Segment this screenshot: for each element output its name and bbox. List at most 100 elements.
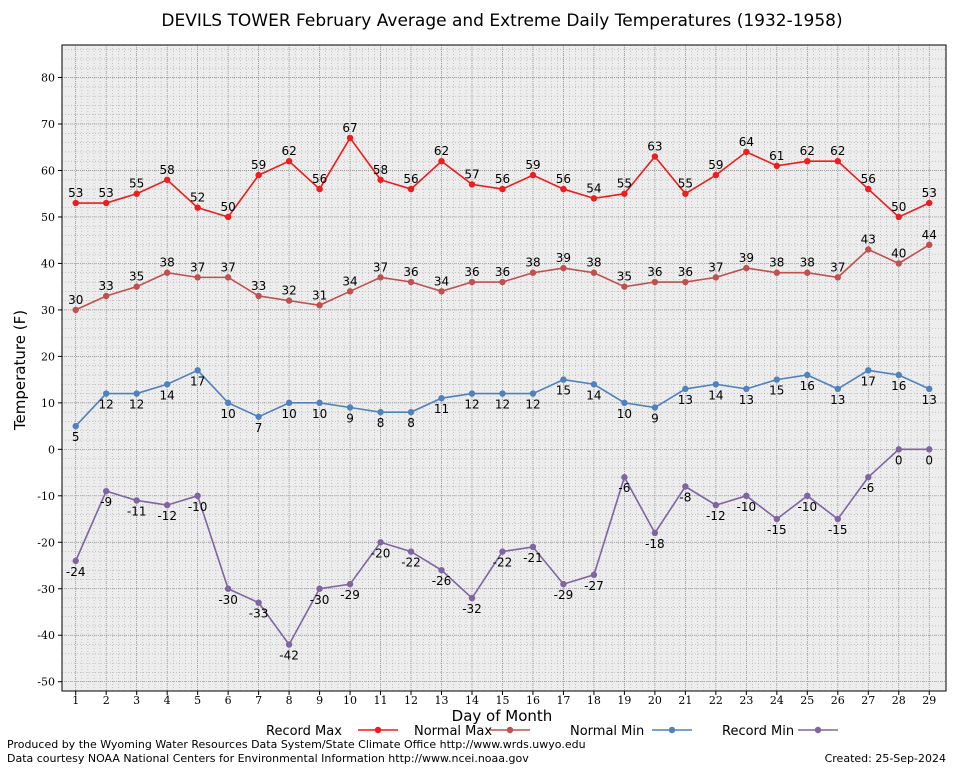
data-label-record-max: 56 bbox=[861, 172, 876, 186]
data-label-normal-max: 38 bbox=[160, 256, 175, 270]
data-point-record-max bbox=[926, 199, 933, 207]
major-grid bbox=[62, 45, 946, 691]
data-point-normal-max bbox=[682, 278, 689, 286]
data-point-normal-max bbox=[865, 246, 872, 253]
data-point-record-max bbox=[560, 185, 567, 193]
data-point-normal-min bbox=[743, 385, 750, 393]
data-label-record-min: -32 bbox=[462, 602, 482, 616]
data-label-normal-min: 17 bbox=[861, 374, 876, 388]
y-axis-title: Temperature (F) bbox=[11, 310, 29, 431]
data-point-record-max bbox=[103, 199, 110, 207]
data-label-record-max: 62 bbox=[800, 144, 815, 158]
x-tick-label: 8 bbox=[286, 694, 293, 707]
x-tick-label: 15 bbox=[495, 694, 509, 707]
data-point-normal-min bbox=[194, 367, 201, 374]
data-label-normal-max: 37 bbox=[373, 260, 388, 274]
x-tick-label: 20 bbox=[648, 694, 662, 707]
legend-marker-record-min bbox=[814, 726, 822, 734]
data-label-normal-max: 37 bbox=[220, 260, 235, 274]
data-label-normal-min: 10 bbox=[220, 407, 235, 421]
x-tick-label: 24 bbox=[770, 694, 784, 707]
data-point-record-max bbox=[682, 190, 689, 197]
data-point-normal-min bbox=[804, 371, 811, 379]
data-label-record-max: 63 bbox=[647, 140, 662, 154]
data-label-record-max: 58 bbox=[373, 163, 388, 177]
data-label-normal-max: 30 bbox=[68, 293, 83, 307]
data-point-record-max bbox=[529, 171, 537, 179]
data-label-record-min: -29 bbox=[554, 588, 574, 602]
y-tick-label: 70 bbox=[41, 118, 55, 131]
data-point-record-min bbox=[194, 492, 201, 500]
data-label-normal-min: 13 bbox=[830, 393, 845, 407]
data-label-normal-min: 10 bbox=[281, 407, 296, 421]
x-tick-label: 22 bbox=[709, 694, 723, 707]
x-tick-label: 16 bbox=[526, 694, 540, 707]
data-point-record-min bbox=[499, 548, 506, 555]
data-label-normal-max: 33 bbox=[251, 279, 266, 293]
data-point-record-max bbox=[285, 157, 293, 165]
data-point-normal-max bbox=[438, 288, 445, 295]
data-point-normal-min bbox=[926, 385, 933, 393]
data-label-normal-max: 38 bbox=[769, 256, 784, 270]
data-point-record-min bbox=[346, 580, 354, 588]
data-label-normal-max: 36 bbox=[678, 265, 693, 279]
data-label-record-min: -21 bbox=[523, 551, 543, 565]
x-tick-label: 27 bbox=[861, 694, 875, 707]
data-label-record-max: 53 bbox=[99, 186, 114, 200]
data-label-record-min: -18 bbox=[645, 537, 665, 551]
data-point-normal-max bbox=[377, 274, 384, 281]
x-tick-label: 6 bbox=[225, 694, 232, 707]
data-label-record-min: -15 bbox=[767, 523, 787, 537]
legend-label-normal-max: Normal Max bbox=[414, 724, 492, 739]
data-label-normal-max: 31 bbox=[312, 288, 327, 302]
data-point-normal-max bbox=[712, 274, 720, 281]
data-point-record-min bbox=[377, 539, 384, 546]
plot-frame bbox=[61, 44, 947, 692]
data-label-record-max: 54 bbox=[586, 181, 601, 195]
x-tick-label: 17 bbox=[556, 694, 570, 707]
data-point-record-max bbox=[468, 181, 476, 188]
y-tick-label: 20 bbox=[41, 350, 55, 363]
x-tick-label: 9 bbox=[316, 694, 323, 707]
x-tick-label: 2 bbox=[103, 694, 110, 707]
x-tick-label: 5 bbox=[194, 694, 201, 707]
data-point-record-min bbox=[407, 548, 415, 555]
data-label-record-min: -22 bbox=[493, 556, 513, 570]
data-point-normal-min bbox=[133, 390, 140, 397]
data-point-record-min bbox=[163, 501, 171, 509]
data-label-record-min: -9 bbox=[100, 495, 112, 509]
x-tick-label: 11 bbox=[374, 694, 388, 707]
plot-area bbox=[62, 45, 946, 691]
data-label-normal-min: 12 bbox=[129, 398, 144, 412]
data-label-record-min: -33 bbox=[249, 607, 269, 621]
x-tick-label: 21 bbox=[678, 694, 692, 707]
data-point-normal-max bbox=[499, 278, 506, 286]
y-tick-label: 60 bbox=[41, 164, 55, 177]
y-tick-label: 30 bbox=[41, 304, 55, 317]
data-label-record-max: 56 bbox=[495, 172, 510, 186]
legend-label-normal-min: Normal Min bbox=[570, 724, 644, 739]
data-label-normal-min: 14 bbox=[586, 388, 601, 402]
data-label-record-min: -11 bbox=[127, 504, 147, 518]
data-point-normal-min bbox=[590, 381, 598, 388]
data-point-record-min bbox=[743, 492, 750, 500]
data-label-record-max: 62 bbox=[830, 144, 845, 158]
data-point-record-min bbox=[468, 594, 476, 602]
data-point-normal-min bbox=[712, 381, 720, 388]
data-label-normal-min: 12 bbox=[495, 398, 510, 412]
x-tick-label: 18 bbox=[587, 694, 601, 707]
data-label-normal-min: 12 bbox=[99, 398, 114, 412]
x-tick-label: 12 bbox=[404, 694, 418, 707]
data-label-normal-max: 37 bbox=[708, 260, 723, 274]
data-label-normal-min: 16 bbox=[800, 379, 815, 393]
series-record-max: 53 53 55 58 52 50 59 62 56 67 58 56 62 57 56 59 56 54 55 63… bbox=[68, 121, 937, 221]
data-label-record-max: 56 bbox=[312, 172, 327, 186]
data-point-normal-max bbox=[72, 306, 79, 314]
data-point-record-max bbox=[407, 185, 415, 193]
data-label-record-max: 62 bbox=[281, 144, 296, 158]
data-label-record-min: -6 bbox=[618, 481, 630, 495]
y-tick-label: -50 bbox=[37, 676, 55, 689]
data-point-normal-max bbox=[560, 264, 567, 272]
data-point-record-max bbox=[712, 171, 720, 179]
series-normal-max: 30 33 35 38 37 37 33 32 31 34 37 36 34 36 36 38 39 38 35 36… bbox=[68, 228, 937, 314]
